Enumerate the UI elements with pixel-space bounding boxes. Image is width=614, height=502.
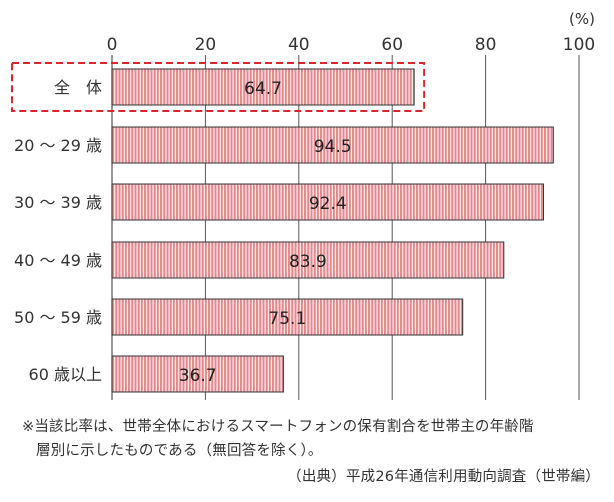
bar xyxy=(111,241,505,279)
bars xyxy=(111,68,554,393)
x-tick-label: 0 xyxy=(107,35,118,55)
category-label: 全 体 xyxy=(54,78,102,97)
gridlines xyxy=(111,55,580,400)
bar xyxy=(111,355,284,393)
value-label: 94.5 xyxy=(314,137,352,157)
highlight-box xyxy=(11,62,426,112)
category-label: 30 ～ 39 歳 xyxy=(14,193,102,212)
bar-chart: 0 20 40 60 80 100 (%) 全 体 20 ～ 29 歳 30 ～ 39 歳 40… xyxy=(11,10,596,400)
footnote-line-2: 層別に示したものである（無回答を除く）。 xyxy=(36,443,323,459)
bar xyxy=(111,68,415,106)
x-tick-label: 40 xyxy=(288,35,310,55)
value-label: 36.7 xyxy=(179,366,217,386)
x-tick-label: 80 xyxy=(475,35,497,55)
footnote-line-1: ※当該比率は、世帯全体におけるスマートフォンの保有割合を世帯主の年齢階 xyxy=(22,419,534,435)
bar xyxy=(111,183,545,221)
value-label: 75.1 xyxy=(268,309,306,329)
unit-label: (%) xyxy=(569,10,595,28)
category-label: 40 ～ 49 歳 xyxy=(14,251,102,270)
x-axis-ticks: 0 20 40 60 80 100 xyxy=(107,35,596,55)
bar xyxy=(111,298,464,336)
x-tick-label: 20 xyxy=(195,35,217,55)
value-label: 83.9 xyxy=(289,252,327,272)
category-labels: 全 体 20 ～ 29 歳 30 ～ 39 歳 40 ～ 49 歳 50 ～ 59 歳 6… xyxy=(14,78,102,384)
x-tick-label: 100 xyxy=(563,35,595,55)
value-label: 64.7 xyxy=(244,79,282,99)
value-labels: 64.7 94.5 92.4 83.9 75.1 36.7 xyxy=(179,79,352,386)
value-label: 92.4 xyxy=(309,194,347,214)
category-label: 50 ～ 59 歳 xyxy=(14,308,102,327)
category-label: 60 歳以上 xyxy=(29,365,102,384)
source-citation: （出典）平成26年通信利用動向調査（世帯編） xyxy=(287,469,600,485)
category-label: 20 ～ 29 歳 xyxy=(14,136,102,155)
bar xyxy=(111,126,554,164)
x-tick-label: 60 xyxy=(381,35,403,55)
